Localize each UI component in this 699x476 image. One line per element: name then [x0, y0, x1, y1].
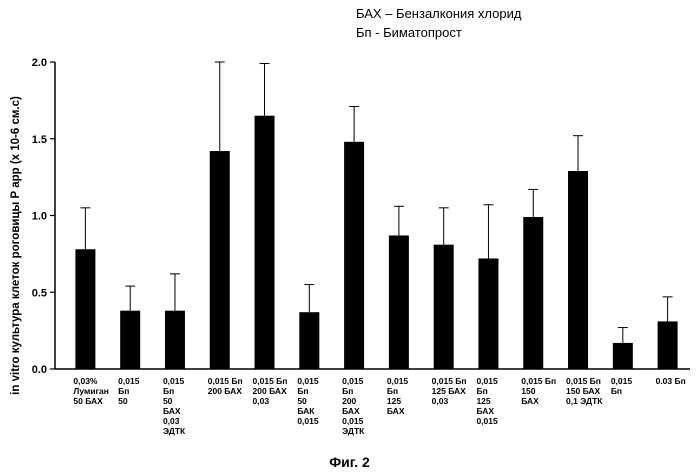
- category-label: 0,015 Бп 50 БАК 0,015: [297, 376, 319, 426]
- figure-caption: Фиг. 2: [329, 454, 370, 470]
- category-label: 0.03 Бп: [656, 376, 686, 386]
- bar: [612, 342, 633, 369]
- category-label: 0,015 Бп: [611, 376, 633, 396]
- category-label: 0,015 Бп 125 БАХ: [387, 376, 409, 416]
- bar: [657, 321, 678, 369]
- bar: [388, 235, 409, 369]
- bar: [120, 310, 141, 369]
- bar: [299, 312, 320, 369]
- category-label: 0,015 Бп 50: [118, 376, 140, 406]
- y-tick-label: 0.5: [32, 287, 47, 299]
- legend-line-bac: БАХ – Бензалкония хлорид: [356, 6, 522, 21]
- bar: [209, 151, 230, 369]
- bar: [164, 310, 185, 369]
- category-label: 0,03% Лумиган 50 БАХ: [73, 376, 109, 406]
- category-label: 0,015 Бп 125 БАХ 0,015: [476, 376, 498, 426]
- bar: [478, 258, 499, 369]
- category-label: 0,015 Бп 50 БАХ 0,03 ЭДТК: [163, 376, 186, 436]
- category-label: 0,015 Бп 200 БАХ 0,015 ЭДТК: [342, 376, 365, 436]
- bar: [523, 217, 544, 369]
- chart-legend: БАХ – Бензалкония хлорид Бп - Биматопрос…: [356, 4, 521, 42]
- bar-chart: 0.0 0.5 1.0 1.5 2.0 in vitro культура клеток …: [10, 57, 690, 436]
- y-axis-label: in vitro культура клеток роговицы P app …: [10, 96, 22, 395]
- bar: [344, 141, 365, 369]
- y-tick-label: 1.5: [32, 134, 47, 146]
- y-tick-label: 1.0: [32, 211, 47, 223]
- y-tick-label: 0.0: [32, 364, 47, 376]
- y-tick-label: 2.0: [32, 57, 47, 69]
- bar: [433, 244, 454, 369]
- bar: [75, 249, 96, 369]
- category-label: 0,015 Бп 200 БАХ: [208, 376, 243, 396]
- legend-line-bp: Бп - Биматопрост: [356, 25, 462, 40]
- bar: [568, 170, 589, 369]
- category-label: 0,015 Бп 200 БАХ 0,03: [253, 376, 288, 406]
- category-label: 0,015 Бп 125 БАХ 0,03: [432, 376, 467, 406]
- bar: [254, 115, 275, 369]
- category-label: 0,015 Бп 150 БАХ: [521, 376, 556, 406]
- category-label: 0,015 Бп 150 БАХ 0,1 ЭДТК: [566, 376, 603, 406]
